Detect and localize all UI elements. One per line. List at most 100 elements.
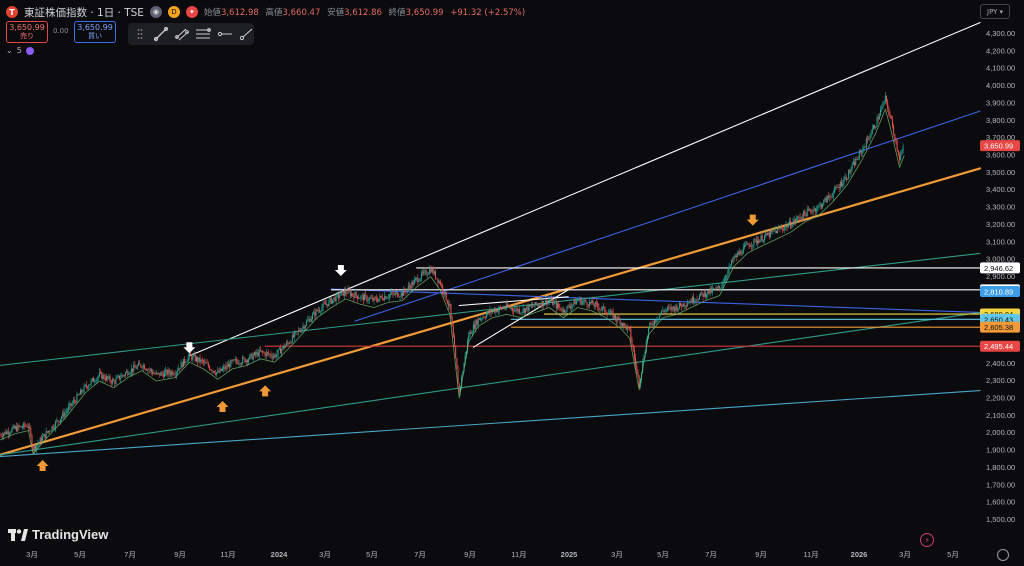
candle-body bbox=[129, 373, 131, 375]
exchange-logo[interactable]: T bbox=[6, 6, 18, 18]
candle-body bbox=[399, 296, 401, 297]
candle-body bbox=[291, 334, 293, 343]
candle-body bbox=[83, 385, 85, 392]
candle-body bbox=[368, 298, 370, 301]
chevron-down-icon[interactable]: ⌄ bbox=[6, 46, 13, 55]
x-tick-label: 3月 bbox=[319, 550, 331, 559]
gear-icon[interactable] bbox=[997, 549, 1009, 561]
candle-body bbox=[738, 253, 740, 255]
candle-body bbox=[526, 306, 528, 309]
candle-body bbox=[887, 101, 889, 109]
candle-body bbox=[245, 360, 247, 363]
candle-body bbox=[572, 303, 574, 306]
candle-body bbox=[375, 298, 377, 301]
candle-body bbox=[578, 300, 580, 301]
candle-body bbox=[593, 304, 595, 307]
candle-body bbox=[439, 281, 441, 285]
candle-body bbox=[79, 389, 81, 395]
candle-body bbox=[219, 368, 221, 373]
candle-body bbox=[710, 288, 712, 293]
candle-body bbox=[135, 367, 137, 369]
candle-body bbox=[780, 227, 782, 229]
candle-body bbox=[852, 161, 854, 165]
candle-body bbox=[871, 128, 873, 134]
y-tick-label: 4,000.00 bbox=[986, 81, 1015, 90]
candle-body bbox=[293, 334, 295, 337]
data-chip-d[interactable]: D bbox=[167, 6, 180, 18]
drag-handle-icon[interactable] bbox=[132, 25, 149, 43]
sell-button[interactable]: 3,650.99 売り bbox=[6, 21, 48, 43]
candle-body bbox=[53, 427, 55, 429]
currency-selector[interactable]: JPY ▾ bbox=[980, 4, 1010, 19]
candle-body bbox=[517, 309, 519, 312]
candle-body bbox=[232, 359, 234, 361]
lightning-icon[interactable]: ⚡ bbox=[920, 533, 934, 547]
candle-body bbox=[496, 309, 498, 313]
candle-body bbox=[316, 309, 318, 311]
ohlc-high-value: 3,660.47 bbox=[282, 8, 321, 18]
candle-body bbox=[39, 437, 41, 443]
candle-body bbox=[168, 369, 170, 374]
candle-body bbox=[742, 247, 744, 254]
candle-body bbox=[706, 294, 708, 297]
candle-body bbox=[100, 372, 102, 373]
x-tick-label: 11月 bbox=[511, 550, 526, 559]
candle-body bbox=[837, 186, 839, 189]
horizontal-ray-icon[interactable] bbox=[216, 25, 233, 43]
candle-body bbox=[749, 245, 751, 247]
candle-body bbox=[493, 309, 495, 311]
candle-body bbox=[730, 260, 732, 266]
y-tick-label: 2,900.00 bbox=[986, 272, 1015, 281]
candle-body bbox=[323, 303, 325, 304]
candle-body bbox=[638, 375, 640, 387]
candle-body bbox=[527, 306, 529, 311]
candle-body bbox=[573, 299, 575, 304]
fib-tool-icon[interactable] bbox=[194, 25, 212, 43]
x-tick-label: 2025 bbox=[561, 550, 578, 559]
candle-body bbox=[770, 230, 772, 237]
candle-body bbox=[278, 347, 280, 350]
candle-body bbox=[57, 420, 59, 422]
candle-body bbox=[798, 216, 800, 218]
x-tick-label: 2026 bbox=[851, 550, 868, 559]
candle-body bbox=[500, 307, 502, 308]
price-label-text: 2,810.89 bbox=[984, 287, 1013, 296]
candle-body bbox=[735, 255, 737, 258]
candle-body bbox=[31, 435, 33, 447]
candle-body bbox=[528, 304, 530, 311]
candle-body bbox=[13, 425, 15, 429]
chevron-down-icon: ▾ bbox=[999, 7, 1003, 16]
candle-body bbox=[607, 313, 609, 315]
candle-body bbox=[556, 303, 558, 309]
candle-body bbox=[554, 302, 556, 303]
candle-body bbox=[369, 298, 371, 299]
channel-tool-icon[interactable] bbox=[174, 25, 191, 43]
candle-body bbox=[326, 304, 328, 305]
candle-body bbox=[390, 294, 392, 295]
symbol-title[interactable]: 東証株価指数 · 1日 · TSE bbox=[24, 6, 144, 19]
eye-icon[interactable]: ◉ bbox=[149, 6, 162, 18]
candle-body bbox=[136, 365, 138, 369]
indicator-row[interactable]: ⌄ 5 bbox=[6, 46, 34, 55]
ray-tool-icon[interactable] bbox=[237, 25, 254, 43]
candle-body bbox=[716, 287, 718, 289]
trendline-tool-icon[interactable] bbox=[153, 25, 170, 43]
tradingview-logo[interactable]: TradingView bbox=[8, 527, 108, 542]
candle-body bbox=[230, 360, 232, 368]
candle-body bbox=[352, 293, 354, 296]
candle-body bbox=[649, 323, 651, 327]
candle-body bbox=[4, 431, 6, 434]
candle-body bbox=[878, 115, 880, 120]
x-tick-label: 9月 bbox=[174, 550, 186, 559]
candle-body bbox=[3, 433, 5, 437]
candle-body bbox=[562, 309, 564, 313]
alert-icon[interactable]: ✦ bbox=[185, 6, 198, 18]
candle-body bbox=[756, 240, 758, 244]
candle-body bbox=[145, 369, 147, 370]
candle-body bbox=[12, 425, 14, 429]
candle-body bbox=[783, 229, 785, 230]
candle-body bbox=[158, 372, 160, 374]
buy-button[interactable]: 3,650.99 買い bbox=[74, 21, 116, 43]
